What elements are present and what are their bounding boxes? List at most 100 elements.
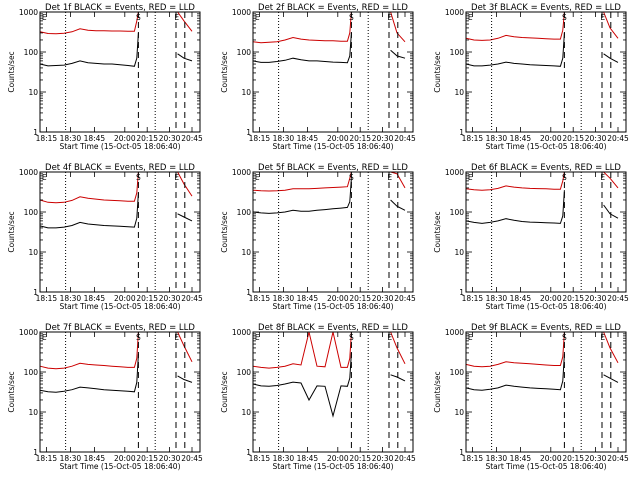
x-tick-label: 20:15: [562, 454, 584, 463]
chart-title: Det 9f BLACK = Events, RED = LLD: [471, 323, 621, 333]
y-tick-label: 10: [241, 408, 251, 417]
y-tick-label: 1: [33, 128, 38, 137]
x-tick-label: 18:15: [249, 454, 271, 463]
x-tick-label: 20:00: [327, 454, 349, 463]
time-marker-letter: E: [468, 333, 473, 342]
events-series-line: [252, 352, 406, 418]
time-marker-letter: E: [468, 13, 473, 22]
x-tick-label: 20:00: [114, 134, 136, 143]
x-tick-label: 18:15: [36, 134, 58, 143]
plot-frame: [465, 171, 627, 293]
x-tick-label: 20:15: [562, 294, 584, 303]
events-series-line: [252, 178, 406, 214]
x-axis-label: Start Time (15-Oct-05 18:06:40): [485, 462, 606, 471]
y-tick-label: 100: [237, 48, 252, 57]
y-axis-label: Counts/sec: [7, 211, 16, 252]
time-marker-letter: E: [255, 13, 260, 22]
x-tick-label: 18:45: [510, 134, 532, 143]
x-tick-label: 18:45: [84, 454, 106, 463]
y-tick-label: 100: [450, 368, 465, 377]
x-tick-label: 18:30: [273, 454, 295, 463]
x-tick-label: 20:15: [562, 134, 584, 143]
time-marker-letter: S: [349, 333, 354, 342]
lld-series-line: [252, 11, 406, 44]
x-tick-label: 20:00: [114, 454, 136, 463]
time-marker-letter: E: [174, 173, 179, 182]
y-tick-label: 1: [33, 288, 38, 297]
x-tick-label: 18:30: [273, 134, 295, 143]
y-tick-label: 100: [24, 48, 39, 57]
time-marker-letter: E: [42, 333, 47, 342]
time-marker-letter: S: [349, 13, 354, 22]
x-tick-label: 20:30: [585, 134, 607, 143]
x-tick-label: 20:00: [540, 294, 562, 303]
y-tick-label: 1000: [445, 8, 464, 17]
chart-title: Det 5f BLACK = Events, RED = LLD: [258, 163, 408, 173]
plot-frame: [465, 11, 627, 133]
events-series-line: [465, 354, 619, 391]
plot-frame: [252, 171, 414, 293]
y-tick-label: 1000: [19, 8, 38, 17]
y-tick-label: 1: [246, 288, 251, 297]
x-tick-label: 20:15: [349, 294, 371, 303]
y-tick-label: 10: [454, 88, 464, 97]
lld-series-line: [39, 171, 193, 204]
x-tick-label: 20:00: [327, 134, 349, 143]
x-axis-label: Start Time (15-Oct-05 18:06:40): [59, 302, 180, 311]
y-tick-label: 10: [454, 248, 464, 257]
plot-frame: [39, 11, 201, 133]
y-axis-label: Counts/sec: [220, 211, 229, 252]
x-tick-label: 20:30: [372, 294, 394, 303]
x-tick-label: 18:15: [36, 454, 58, 463]
x-tick-label: 18:15: [249, 294, 271, 303]
plot-frame: [39, 171, 201, 293]
chart-title: Det 2f BLACK = Events, RED = LLD: [258, 3, 408, 13]
x-tick-label: 20:00: [327, 294, 349, 303]
x-tick-label: 18:15: [249, 134, 271, 143]
y-tick-label: 10: [241, 88, 251, 97]
time-marker-letter: E: [42, 13, 47, 22]
x-tick-label: 20:00: [114, 294, 136, 303]
x-tick-label: 20:15: [349, 454, 371, 463]
x-tick-label: 18:15: [462, 294, 484, 303]
y-tick-label: 1000: [232, 8, 251, 17]
lld-series-line: [465, 11, 619, 41]
time-marker-letter: E: [174, 13, 179, 22]
y-tick-label: 1: [246, 448, 251, 457]
x-axis-label: Start Time (15-Oct-05 18:06:40): [59, 142, 180, 151]
x-tick-label: 20:30: [159, 134, 181, 143]
x-tick-label: 18:15: [462, 454, 484, 463]
events-series-line: [465, 190, 619, 224]
y-axis-label: Counts/sec: [433, 371, 442, 412]
events-series-line: [39, 32, 193, 67]
lld-series-line: [252, 331, 406, 369]
lld-series-line: [39, 331, 193, 370]
x-tick-label: 20:45: [181, 134, 203, 143]
x-tick-label: 18:30: [273, 294, 295, 303]
x-tick-label: 18:15: [462, 134, 484, 143]
x-axis-label: Start Time (15-Oct-05 18:06:40): [485, 302, 606, 311]
x-tick-label: 20:45: [607, 134, 629, 143]
chart-title: Det 4f BLACK = Events, RED = LLD: [45, 163, 195, 173]
x-tick-label: 20:30: [372, 454, 394, 463]
chart-title: Det 7f BLACK = Events, RED = LLD: [45, 323, 195, 333]
x-tick-label: 18:45: [510, 454, 532, 463]
x-tick-label: 18:45: [297, 454, 319, 463]
time-marker-letter: E: [468, 173, 473, 182]
time-marker-letter: S: [562, 173, 567, 182]
y-tick-label: 100: [237, 368, 252, 377]
x-tick-label: 20:00: [540, 454, 562, 463]
time-marker-letter: E: [387, 173, 392, 182]
y-tick-label: 10: [241, 248, 251, 257]
x-tick-label: 20:15: [136, 134, 158, 143]
y-tick-label: 100: [24, 368, 39, 377]
time-marker-letter: E: [600, 13, 605, 22]
x-axis-label: Start Time (15-Oct-05 18:06:40): [272, 142, 393, 151]
